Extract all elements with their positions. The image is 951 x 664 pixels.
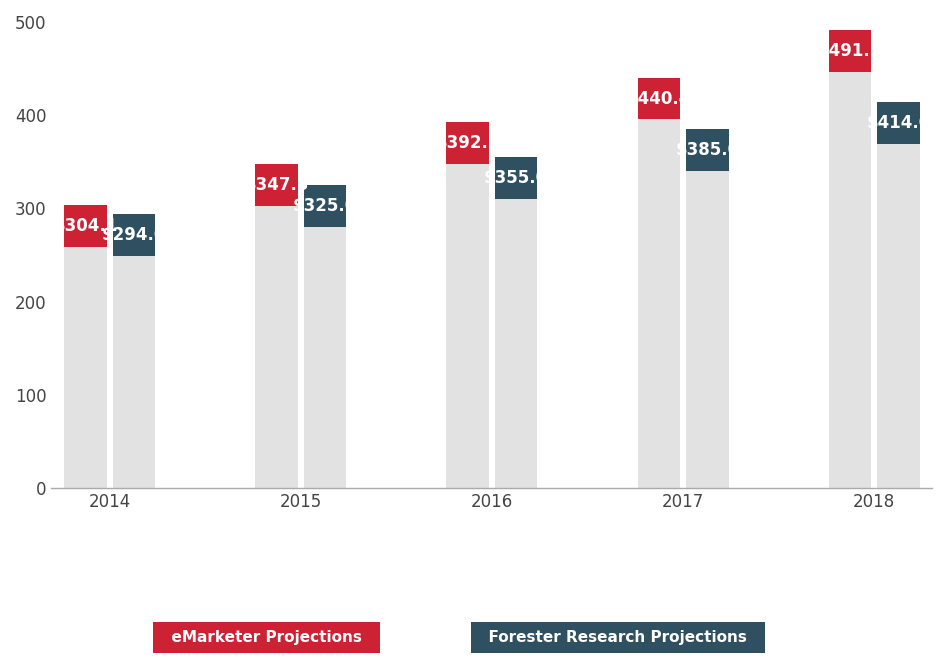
- Text: $440.4: $440.4: [627, 90, 691, 108]
- Text: $385.0: $385.0: [675, 141, 739, 159]
- Bar: [877, 102, 920, 144]
- Bar: [303, 185, 346, 227]
- Bar: [65, 205, 107, 246]
- Bar: [686, 129, 728, 171]
- Text: $491.5: $491.5: [818, 42, 883, 60]
- Bar: [303, 227, 346, 488]
- Text: $347.3: $347.3: [244, 176, 309, 195]
- Text: $392.5: $392.5: [436, 134, 500, 152]
- Bar: [112, 256, 155, 488]
- Bar: [446, 164, 489, 488]
- Bar: [637, 120, 680, 488]
- Text: $414.0: $414.0: [866, 114, 930, 132]
- Bar: [446, 122, 489, 164]
- Bar: [65, 246, 107, 488]
- Text: $355.0: $355.0: [484, 169, 548, 187]
- Bar: [637, 78, 680, 120]
- Bar: [495, 199, 537, 488]
- Bar: [112, 214, 155, 256]
- Bar: [828, 30, 871, 72]
- Text: $325.0: $325.0: [293, 197, 358, 215]
- Bar: [828, 72, 871, 488]
- Bar: [256, 164, 298, 207]
- Text: $294.0: $294.0: [102, 226, 166, 244]
- Bar: [256, 207, 298, 488]
- Text: $304.1: $304.1: [53, 216, 118, 234]
- Bar: [877, 144, 920, 488]
- Text: eMarketer Projections: eMarketer Projections: [161, 630, 372, 645]
- Bar: [495, 157, 537, 199]
- Bar: [686, 171, 728, 488]
- Text: Forester Research Projections: Forester Research Projections: [478, 630, 758, 645]
